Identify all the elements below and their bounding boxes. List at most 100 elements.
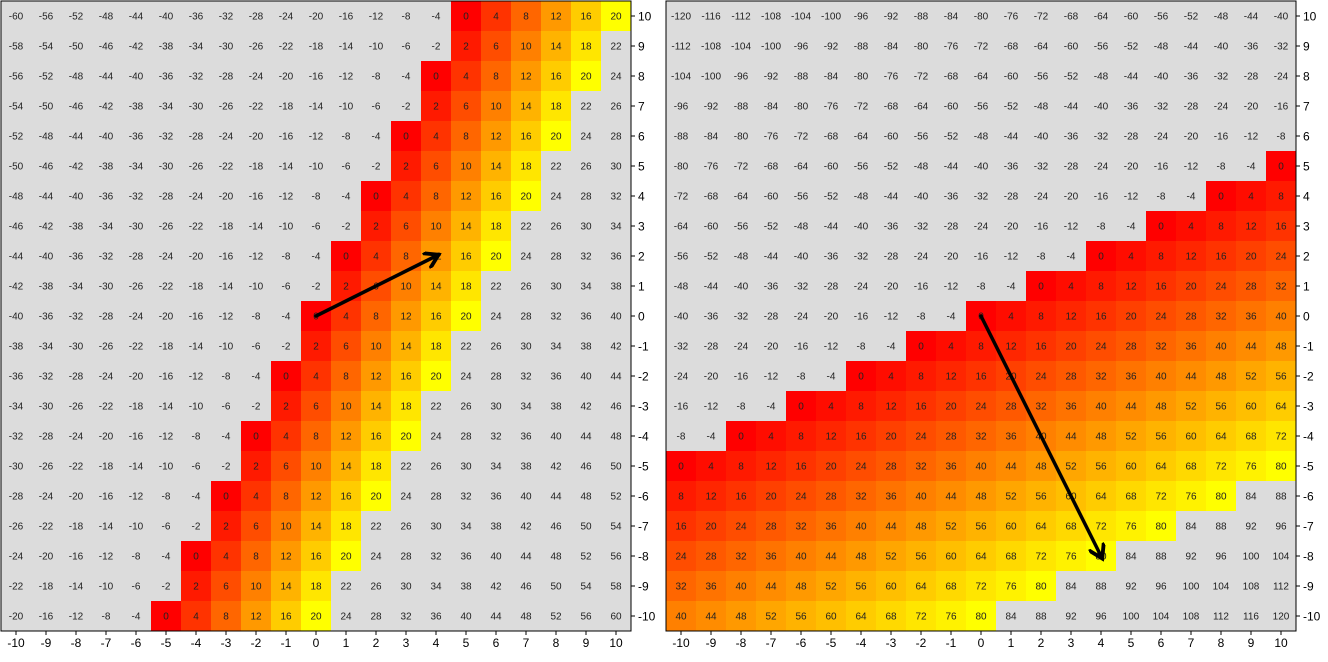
heatmap-cell <box>786 421 816 451</box>
heatmap-cell <box>1236 301 1266 331</box>
heatmap-cell <box>271 361 301 391</box>
cell-value-label: -16 <box>159 372 174 383</box>
cell-value-label: -84 <box>764 102 779 113</box>
cell-value-label: -60 <box>824 162 839 173</box>
cell-value-label: -18 <box>309 42 324 53</box>
cell-value-label: 68 <box>885 612 897 623</box>
cell-value-label: -60 <box>944 102 959 113</box>
cell-value-label: -46 <box>9 222 24 233</box>
heatmap-cell <box>1206 451 1236 481</box>
cell-value-label: -24 <box>1034 192 1049 203</box>
cell-value-label: 104 <box>1273 552 1290 563</box>
cell-value-label: -44 <box>1004 132 1019 143</box>
cell-value-label: -24 <box>1274 72 1289 83</box>
cell-value-label: 34 <box>460 522 472 533</box>
cell-value-label: 112 <box>1273 582 1289 593</box>
cell-value-label: -20 <box>1184 132 1199 143</box>
cell-value-label: 0 <box>1218 192 1224 203</box>
cell-value-label: 32 <box>460 492 472 503</box>
x-tick-label: -8 <box>736 636 747 650</box>
heatmap-cell <box>966 511 996 541</box>
cell-value-label: -24 <box>1214 102 1229 113</box>
cell-value-label: 26 <box>430 462 442 473</box>
cell-value-label: 72 <box>1095 522 1107 533</box>
cell-value-label: 24 <box>550 192 562 203</box>
cell-value-label: 52 <box>885 552 897 563</box>
cell-value-label: -38 <box>69 222 84 233</box>
cell-value-label: -10 <box>189 402 204 413</box>
cell-value-label: -20 <box>99 432 114 443</box>
heatmap-cell <box>1206 391 1236 421</box>
heatmap-cell <box>936 451 966 481</box>
heatmap-cell <box>511 181 541 211</box>
heatmap-cell <box>966 421 996 451</box>
cell-value-label: 0 <box>223 492 229 503</box>
cell-value-label: 22 <box>370 522 382 533</box>
cell-value-label: -52 <box>9 132 24 143</box>
heatmap-cell <box>1116 421 1146 451</box>
heatmap-cell <box>666 511 696 541</box>
heatmap-cell <box>846 391 876 421</box>
heatmap-cell <box>726 451 756 481</box>
cell-value-label: 24 <box>1095 342 1107 353</box>
cell-value-label: -100 <box>701 72 721 83</box>
heatmap-cell <box>846 361 876 391</box>
heatmap-cell <box>1086 451 1116 481</box>
cell-value-label: -12 <box>944 282 959 293</box>
cell-value-label: 34 <box>550 342 562 353</box>
cell-value-label: 32 <box>400 612 412 623</box>
cell-value-label: -16 <box>974 252 989 263</box>
cell-value-label: -20 <box>1064 192 1079 203</box>
cell-value-label: -28 <box>219 72 234 83</box>
cell-value-label: 64 <box>915 582 927 593</box>
cell-value-label: -44 <box>704 282 719 293</box>
cell-value-label: -26 <box>249 42 264 53</box>
cell-value-label: 72 <box>915 612 927 623</box>
cell-value-label: -16 <box>1034 222 1049 233</box>
heatmap-cell <box>786 391 816 421</box>
cell-value-label: 40 <box>580 372 592 383</box>
heatmap-cell <box>966 451 996 481</box>
cell-value-label: 40 <box>610 312 622 323</box>
x-tick-label: 0 <box>313 636 320 650</box>
cell-value-label: -10 <box>129 522 144 533</box>
cell-value-label: -2 <box>252 402 261 413</box>
cell-value-label: -22 <box>129 342 144 353</box>
cell-value-label: -26 <box>9 522 24 533</box>
x-tick-label: 7 <box>523 636 530 650</box>
cell-value-label: 84 <box>1185 522 1197 533</box>
heatmap-cell <box>1236 421 1266 451</box>
cell-value-label: 36 <box>885 492 897 503</box>
heatmap-cell <box>451 91 481 121</box>
cell-value-label: -16 <box>734 372 749 383</box>
cell-value-label: -22 <box>219 162 234 173</box>
cell-value-label: 92 <box>1245 522 1257 533</box>
heatmap-cell <box>451 121 481 151</box>
cell-value-label: 44 <box>765 582 777 593</box>
cell-value-label: 48 <box>1275 342 1287 353</box>
cell-value-label: 34 <box>610 222 622 233</box>
cell-value-label: 32 <box>550 312 562 323</box>
cell-value-label: 48 <box>580 492 592 503</box>
cell-value-label: 8 <box>433 192 439 203</box>
cell-value-label: 2 <box>343 282 349 293</box>
cell-value-label: 14 <box>310 522 322 533</box>
cell-value-label: -40 <box>159 12 174 23</box>
cell-value-label: -72 <box>1034 12 1049 23</box>
cell-value-label: -64 <box>674 222 689 233</box>
cell-value-label: -60 <box>764 192 779 203</box>
cell-value-label: -30 <box>99 282 114 293</box>
cell-value-label: -4 <box>827 372 836 383</box>
cell-value-label: 84 <box>1005 612 1017 623</box>
cell-value-label: -20 <box>1244 102 1259 113</box>
heatmap-cell <box>846 571 876 601</box>
heatmap-cell <box>1266 181 1296 211</box>
cell-value-label: 84 <box>1245 492 1257 503</box>
cell-value-label: 84 <box>1065 582 1077 593</box>
cell-value-label: -72 <box>974 42 989 53</box>
cell-value-label: -56 <box>674 252 689 263</box>
heatmap-cell <box>1266 271 1296 301</box>
cell-value-label: -32 <box>39 372 54 383</box>
cell-value-label: 4 <box>373 252 379 263</box>
cell-value-label: -20 <box>219 192 234 203</box>
